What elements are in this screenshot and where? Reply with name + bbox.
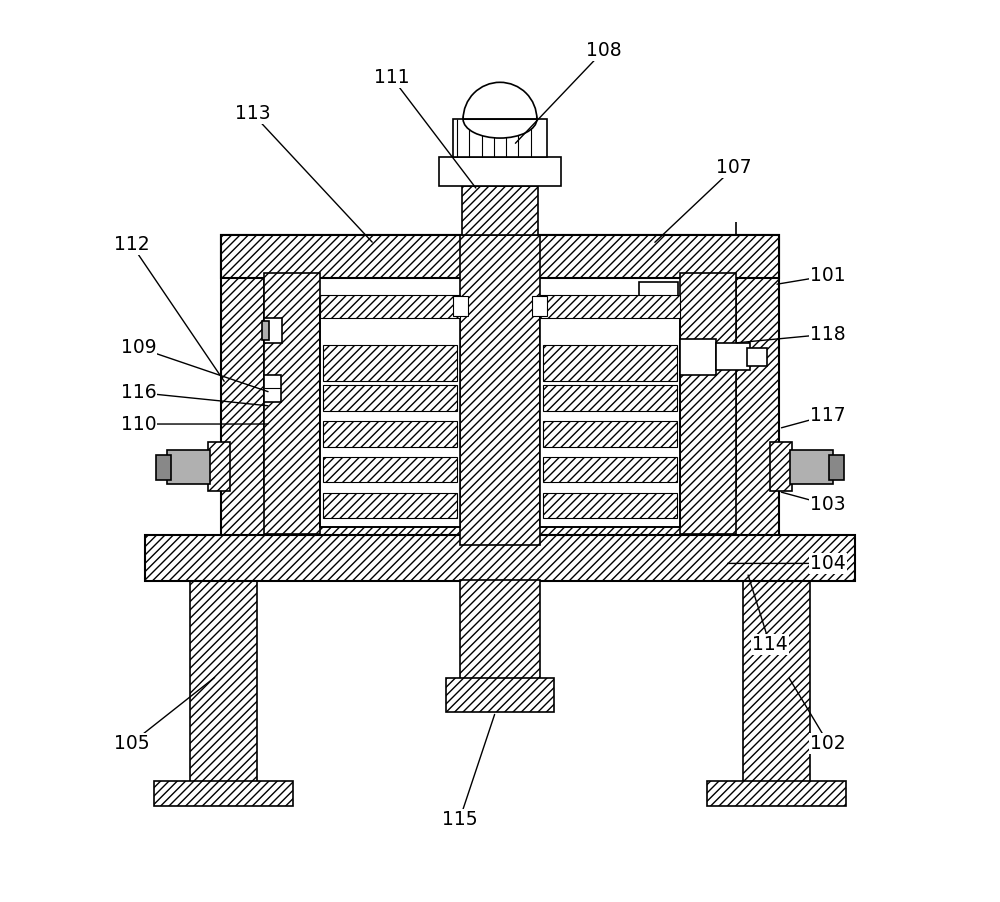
Bar <box>320 299 460 528</box>
Text: 110: 110 <box>121 415 156 434</box>
Bar <box>743 579 810 784</box>
Bar <box>320 296 460 318</box>
Bar <box>323 457 457 483</box>
Bar <box>264 318 282 343</box>
Bar <box>208 442 230 492</box>
Bar <box>462 186 538 235</box>
Bar <box>323 345 457 381</box>
Text: 116: 116 <box>121 383 156 402</box>
Text: 101: 101 <box>810 266 846 285</box>
Bar <box>543 493 677 519</box>
Text: 118: 118 <box>810 325 846 344</box>
Bar <box>264 273 320 534</box>
Bar <box>829 455 844 480</box>
Bar <box>221 235 779 537</box>
Bar <box>446 677 554 712</box>
Text: 114: 114 <box>752 635 788 654</box>
Bar <box>543 385 677 410</box>
Text: 111: 111 <box>374 69 410 87</box>
Bar <box>747 347 767 365</box>
Bar <box>716 343 750 370</box>
Bar <box>460 580 540 680</box>
Bar <box>221 235 779 279</box>
Bar <box>154 781 293 806</box>
Text: 117: 117 <box>810 406 846 425</box>
Bar <box>680 338 716 374</box>
Text: 113: 113 <box>235 105 271 124</box>
Bar <box>790 450 833 484</box>
Bar <box>145 535 855 582</box>
Bar <box>262 320 269 340</box>
Bar <box>156 455 171 480</box>
Bar <box>543 345 677 381</box>
Bar <box>460 235 540 546</box>
Bar <box>264 235 736 493</box>
Bar <box>540 296 680 318</box>
Bar <box>167 450 210 484</box>
Bar <box>770 442 792 492</box>
Bar <box>707 781 846 806</box>
Wedge shape <box>463 82 537 119</box>
Text: 108: 108 <box>586 41 621 60</box>
Bar <box>323 385 457 410</box>
Text: 112: 112 <box>114 235 149 253</box>
Text: 103: 103 <box>810 495 846 514</box>
Bar <box>439 157 561 186</box>
Bar <box>543 457 677 483</box>
Text: 102: 102 <box>810 733 846 753</box>
Text: 115: 115 <box>442 810 477 829</box>
Bar <box>453 119 547 157</box>
Text: 105: 105 <box>114 733 149 753</box>
Bar <box>680 273 736 534</box>
Text: 109: 109 <box>121 338 156 357</box>
Bar <box>540 299 680 528</box>
Bar <box>190 579 257 784</box>
Text: 104: 104 <box>810 554 846 573</box>
Bar <box>323 493 457 519</box>
Bar <box>543 421 677 446</box>
Bar <box>453 297 468 316</box>
Bar <box>639 282 678 316</box>
Text: 107: 107 <box>716 158 752 178</box>
Bar <box>264 374 281 401</box>
Ellipse shape <box>463 100 537 138</box>
Bar <box>532 297 547 316</box>
Bar <box>323 421 457 446</box>
